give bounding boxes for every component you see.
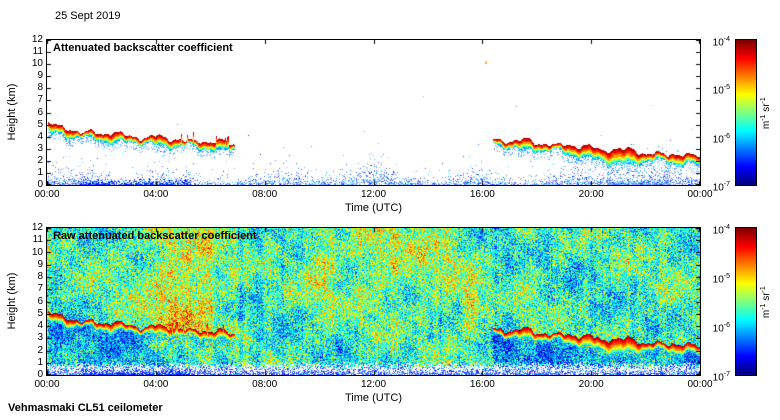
y-tick-label: 7 — [37, 283, 43, 295]
y-tick-label: 7 — [37, 94, 43, 106]
colorbar-tick-label: 10-6 — [712, 132, 730, 145]
colorbar-bottom — [735, 227, 757, 376]
colorbar-tick-label: 10-5 — [712, 273, 730, 286]
y-tick-label: 4 — [37, 320, 43, 331]
colorbar-unit-label: m-1 sr-1 — [759, 96, 773, 129]
x-axis-label: Time (UTC) — [344, 392, 403, 404]
colorbar-tick-label: 10-7 — [712, 181, 730, 194]
y-tick-label: 6 — [37, 106, 43, 118]
x-tick-label: 00:00 — [34, 189, 60, 200]
y-tick-label: 1 — [37, 356, 43, 368]
y-tick-label: 0 — [37, 369, 43, 380]
x-tick-label: 20:00 — [578, 189, 604, 200]
y-tick-label: 6 — [37, 295, 43, 307]
attenuated-backscatter-heatmap — [47, 40, 700, 185]
y-tick-label: 3 — [37, 142, 43, 154]
y-axis-label: Height (km) — [6, 83, 18, 140]
y-tick-label: 12 — [31, 222, 43, 233]
x-tick-label: 12:00 — [360, 379, 387, 390]
y-tick-label: 5 — [37, 118, 43, 130]
attenuated-panel-title: Attenuated backscatter coefficient — [53, 42, 233, 54]
y-tick-label: 2 — [37, 344, 43, 356]
attenuated-backscatter-panel: Attenuated backscatter coefficient — [46, 39, 701, 186]
colorbar-tick-label: 10-4 — [712, 224, 730, 237]
y-tick-label: 3 — [37, 332, 43, 344]
y-axis-label: Height (km) — [6, 272, 18, 329]
y-tick-label: 2 — [37, 154, 43, 166]
x-tick-label: 04:00 — [143, 379, 169, 390]
colorbar-tick-label: 10-7 — [712, 371, 730, 384]
instrument-label: Vehmasmaki CL51 ceilometer — [8, 402, 163, 414]
x-tick-label: 16:00 — [469, 379, 495, 390]
y-tick-label: 1 — [37, 166, 43, 178]
x-tick-label: 12:00 — [360, 189, 387, 200]
x-tick-label: 00:00 — [34, 379, 60, 390]
colorbar-unit-label: m-1 sr-1 — [759, 285, 773, 318]
x-tick-label: 00:00 — [687, 189, 713, 200]
x-tick-label: 20:00 — [578, 379, 604, 390]
y-tick-label: 10 — [31, 58, 43, 70]
y-tick-label: 0 — [37, 179, 43, 190]
colorbar-top — [735, 39, 757, 186]
x-tick-label: 08:00 — [252, 379, 278, 390]
x-tick-label: 16:00 — [469, 189, 495, 200]
x-tick-label: 08:00 — [252, 189, 278, 200]
date-label: 25 Sept 2019 — [55, 10, 121, 22]
y-tick-label: 10 — [31, 246, 43, 258]
raw-backscatter-panel: Raw attenuated backscatter coefficient — [46, 227, 701, 376]
y-tick-label: 11 — [32, 234, 43, 246]
y-tick-label: 9 — [37, 70, 43, 82]
y-tick-label: 5 — [37, 307, 43, 319]
x-tick-label: 04:00 — [143, 189, 169, 200]
x-axis-label: Time (UTC) — [344, 202, 403, 214]
colorbar-tick-label: 10-6 — [712, 322, 730, 335]
colorbar-tick-label: 10-5 — [712, 84, 730, 97]
raw-backscatter-heatmap — [47, 228, 700, 375]
y-tick-label: 9 — [37, 258, 43, 270]
x-tick-label: 00:00 — [687, 379, 713, 390]
y-tick-label: 8 — [37, 271, 43, 282]
y-tick-label: 11 — [32, 46, 43, 58]
y-tick-label: 4 — [37, 130, 43, 142]
y-tick-label: 8 — [37, 82, 43, 94]
raw-panel-title: Raw attenuated backscatter coefficient — [53, 230, 257, 242]
colorbar-tick-label: 10-4 — [712, 36, 730, 49]
y-tick-label: 12 — [31, 34, 43, 45]
